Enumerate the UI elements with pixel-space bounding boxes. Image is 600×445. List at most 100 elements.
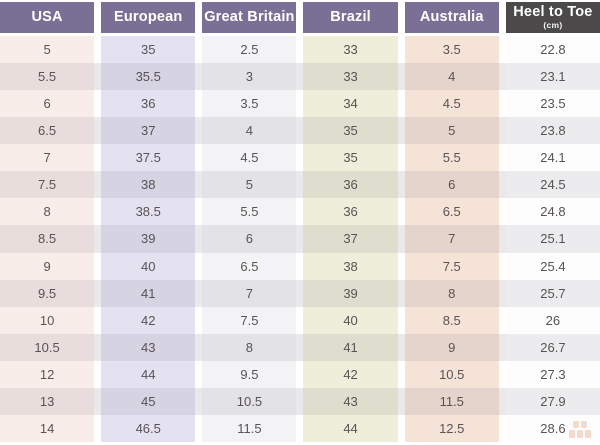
table-cell: 27.3: [505, 360, 600, 388]
table-cell: 40: [303, 306, 398, 334]
table-cell: 23.8: [505, 117, 600, 145]
table-cell: 42: [303, 360, 398, 388]
table-cell: 10.5: [202, 387, 297, 415]
table-cell: 26: [505, 306, 600, 334]
table-cell: 35.5: [101, 63, 196, 91]
table-cell: 33: [303, 36, 398, 64]
table-cell: 6.5: [0, 117, 95, 145]
table-cell: 44: [101, 360, 196, 388]
table-row: 7.5 38 5 36 6 24.5: [0, 171, 600, 199]
grid-logo-icon: [569, 421, 591, 438]
table-cell: 39: [303, 279, 398, 307]
table-cell: 25.1: [505, 225, 600, 253]
table-cell: 7: [404, 225, 499, 253]
table-cell: 35: [101, 36, 196, 64]
table-cell: 36: [101, 90, 196, 118]
table-row: 9 40 6.5 38 7.5 25.4: [0, 252, 600, 280]
table-row: 6.5 37 4 35 5 23.8: [0, 117, 600, 145]
table-cell: 8: [0, 198, 95, 226]
column-header-label: Brazil: [330, 8, 371, 25]
table-cell: 24.1: [505, 144, 600, 172]
column-header-label: USA: [31, 8, 63, 25]
table-cell: 35: [303, 117, 398, 145]
table-cell: 23.5: [505, 90, 600, 118]
table-cell: 24.8: [505, 198, 600, 226]
table-cell: 4.5: [202, 144, 297, 172]
table-cell: 13: [0, 387, 95, 415]
table-row: 10.5 43 8 41 9 26.7: [0, 333, 600, 361]
table-cell: 7.5: [202, 306, 297, 334]
table-cell: 6: [202, 225, 297, 253]
table-cell: 25.4: [505, 252, 600, 280]
table-cell: 41: [303, 333, 398, 361]
table-cell: 8: [202, 333, 297, 361]
table-cell: 2.5: [202, 36, 297, 64]
table-cell: 34: [303, 90, 398, 118]
table-cell: 36: [303, 198, 398, 226]
table-cell: 22.8: [505, 36, 600, 64]
table-cell: 3.5: [202, 90, 297, 118]
table-cell: 4: [404, 63, 499, 91]
table-cell: 37.5: [101, 144, 196, 172]
table-cell: 6: [404, 171, 499, 199]
table-cell: 6.5: [404, 198, 499, 226]
table-cell: 43: [101, 333, 196, 361]
table-cell: 12: [0, 360, 95, 388]
table-cell: 9: [404, 333, 499, 361]
column-header-usa: USA: [0, 2, 95, 33]
table-cell: 38: [101, 171, 196, 199]
table-cell: 5.5: [0, 63, 95, 91]
table-cell: 36: [303, 171, 398, 199]
table-cell: 12.5: [404, 414, 499, 442]
table-cell: 5.5: [404, 144, 499, 172]
column-header-label: Great Britain: [204, 8, 295, 25]
table-row: 5.5 35.5 3 33 4 23.1: [0, 63, 600, 91]
table-row: 9.5 41 7 39 8 25.7: [0, 279, 600, 307]
table-row: 6 36 3.5 34 4.5 23.5: [0, 90, 600, 118]
table-cell: 38: [303, 252, 398, 280]
table-cell: 37: [101, 117, 196, 145]
table-row: 5 35 2.5 33 3.5 22.8: [0, 36, 600, 64]
table-cell: 23.1: [505, 63, 600, 91]
table-cell: 5: [404, 117, 499, 145]
table-body: 5 35 2.5 33 3.5 22.8 5.5 35.5 3 33 4 23.1 6 36 3.5 34 4.…: [0, 36, 600, 442]
table-cell: 40: [101, 252, 196, 280]
table-cell: 10.5: [404, 360, 499, 388]
table-cell: 7.5: [0, 171, 95, 199]
table-cell: 6.5: [202, 252, 297, 280]
column-header-label: European: [114, 8, 183, 25]
column-header-label: Heel to Toe: [513, 4, 593, 21]
table-cell: 7: [0, 144, 95, 172]
table-cell: 37: [303, 225, 398, 253]
column-header-label: Australia: [419, 8, 484, 25]
table-cell: 8.5: [0, 225, 95, 253]
table-cell: 10.5: [0, 333, 95, 361]
table-header-row: USA European Great Britain Brazil Australia H…: [0, 2, 600, 33]
table-cell: 6: [0, 90, 95, 118]
table-cell: 35: [303, 144, 398, 172]
table-cell: 9: [0, 252, 95, 280]
table-cell: 5: [0, 36, 95, 64]
table-cell: 9.5: [202, 360, 297, 388]
table-cell: 14: [0, 414, 95, 442]
table-row: 13 45 10.5 43 11.5 27.9: [0, 387, 600, 415]
column-header-heel-to-toe: Heel to Toe (cm): [505, 2, 600, 33]
table-cell: 7.5: [404, 252, 499, 280]
table-cell: 46.5: [101, 414, 196, 442]
table-cell: 3: [202, 63, 297, 91]
table-row: 12 44 9.5 42 10.5 27.3: [0, 360, 600, 388]
column-header-european: European: [101, 2, 196, 33]
table-cell: 5.5: [202, 198, 297, 226]
table-row: 14 46.5 11.5 44 12.5 28.6: [0, 414, 600, 442]
table-row: 8 38.5 5.5 36 6.5 24.8: [0, 198, 600, 226]
table-cell: 10: [0, 306, 95, 334]
table-cell: 45: [101, 387, 196, 415]
table-cell: 5: [202, 171, 297, 199]
table-cell: 39: [101, 225, 196, 253]
table-cell: 33: [303, 63, 398, 91]
table-row: 10 42 7.5 40 8.5 26: [0, 306, 600, 334]
table-cell: 3.5: [404, 36, 499, 64]
table-cell: 4: [202, 117, 297, 145]
